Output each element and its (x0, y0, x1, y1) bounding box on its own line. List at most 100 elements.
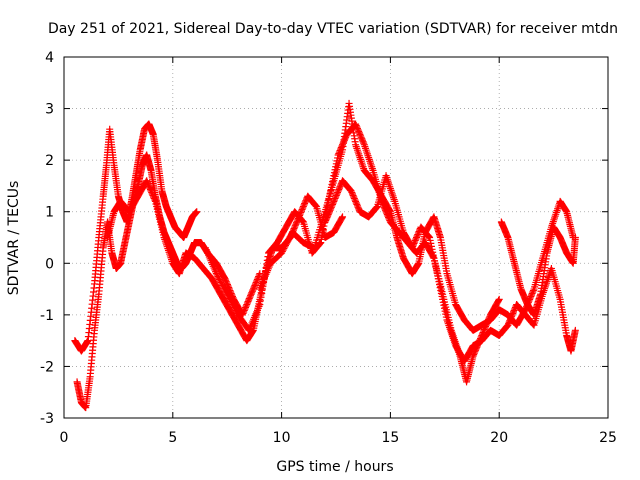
data-point (352, 199, 360, 207)
data-point (147, 187, 155, 195)
data-point (508, 311, 516, 319)
data-point (353, 124, 361, 132)
series-6 (321, 172, 579, 365)
data-point (149, 192, 157, 200)
data-point (327, 203, 335, 211)
data-point (143, 177, 151, 185)
data-point (317, 235, 325, 243)
data-point (246, 293, 254, 301)
data-point (316, 239, 324, 247)
data-point (330, 197, 338, 205)
data-point (437, 289, 445, 297)
data-point (143, 178, 151, 186)
data-point (357, 132, 365, 140)
data-point (383, 211, 391, 219)
data-point (426, 236, 434, 244)
data-point (328, 202, 336, 210)
data-point (330, 196, 338, 204)
data-point (437, 287, 445, 295)
data-point (329, 199, 337, 207)
data-point (351, 196, 359, 204)
data-point (373, 203, 381, 211)
data-point (218, 280, 226, 288)
grid (64, 57, 608, 418)
data-point (301, 198, 309, 206)
data-point (506, 317, 514, 325)
data-point (250, 284, 258, 292)
data-point (251, 281, 259, 289)
data-point (321, 218, 329, 226)
data-point (347, 187, 355, 195)
data-point (257, 293, 265, 301)
data-point (150, 193, 158, 201)
data-point (242, 302, 250, 310)
data-point (240, 308, 248, 316)
data-point (229, 302, 237, 310)
plot-frame (63, 56, 609, 419)
data-point (495, 295, 503, 303)
data-point (434, 272, 442, 280)
data-point (435, 278, 443, 286)
data-point (436, 284, 444, 292)
data-point (220, 284, 228, 292)
data-point (229, 301, 237, 309)
data-point (281, 242, 289, 250)
data-point (247, 292, 255, 300)
data-point (505, 318, 513, 326)
data-point (334, 189, 342, 197)
y-tick-label: 1 (45, 205, 54, 221)
data-point (251, 280, 259, 288)
data-point (426, 234, 434, 241)
data-point (424, 232, 432, 240)
data-point (221, 275, 229, 283)
data-point (216, 277, 224, 285)
data-point (329, 200, 337, 208)
data-point (529, 320, 537, 328)
x-tick-label: 0 (60, 430, 69, 446)
data-point (358, 136, 366, 144)
x-tick-label: 20 (490, 430, 508, 446)
data-point (410, 239, 418, 247)
data-point (299, 217, 307, 225)
data-point (193, 208, 201, 216)
data-point (506, 315, 514, 323)
data-point (349, 192, 357, 200)
data-point (299, 204, 307, 212)
data-point (253, 275, 261, 283)
data-point (409, 241, 417, 249)
data-point (413, 232, 421, 240)
data-point (505, 320, 513, 328)
data-point (292, 220, 300, 228)
data-point (230, 303, 238, 311)
data-point (232, 306, 240, 314)
data-point (284, 237, 292, 245)
data-point (409, 242, 417, 250)
data-point (256, 301, 264, 309)
data-point (480, 326, 488, 334)
data-point (285, 236, 293, 244)
data-point (318, 232, 326, 240)
data-point (442, 310, 450, 318)
data-point (338, 214, 346, 222)
data-point (438, 292, 446, 300)
data-point (413, 234, 421, 241)
y-tick-label: -2 (40, 359, 54, 375)
data-point (148, 189, 156, 197)
data-point (509, 309, 517, 317)
data-point (243, 299, 251, 307)
data-point (225, 293, 233, 301)
data-point (311, 201, 319, 209)
data-point (325, 209, 333, 217)
data-point (354, 203, 362, 211)
data-point (255, 273, 263, 281)
data-point (325, 208, 333, 216)
data-point (431, 260, 439, 268)
data-point (348, 190, 356, 198)
data-point (529, 287, 537, 295)
data-point (221, 286, 229, 294)
data-point (291, 222, 299, 230)
series-7 (497, 218, 579, 319)
y-tick-label: 0 (45, 256, 54, 272)
data-point (254, 274, 262, 282)
data-point (323, 214, 331, 222)
